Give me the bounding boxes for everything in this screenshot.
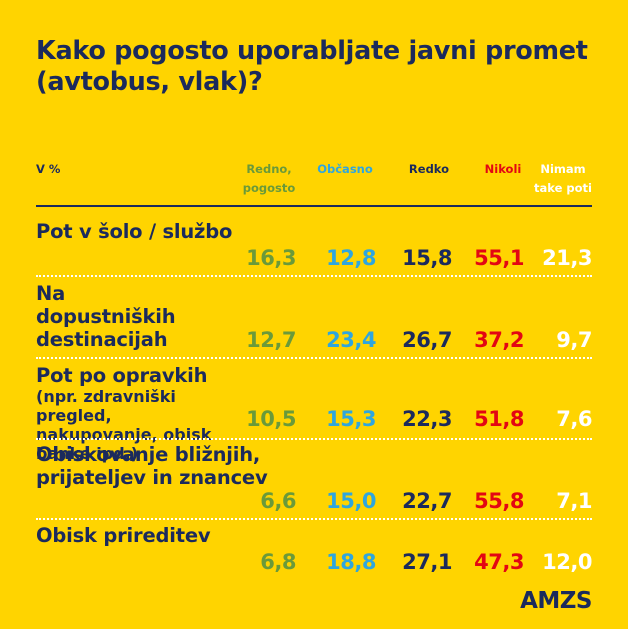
value-nikoli: 51,8	[474, 407, 524, 431]
value-nimam: 7,6	[556, 407, 592, 431]
col-header-nimam: Nimam take poti	[534, 162, 592, 195]
row-divider	[36, 357, 592, 359]
value-redno: 12,7	[246, 328, 296, 352]
value-redko: 26,7	[402, 328, 452, 352]
value-nikoli: 47,3	[474, 550, 524, 574]
value-nimam: 9,7	[556, 328, 592, 352]
value-nimam: 7,1	[556, 489, 592, 513]
unit-label: V %	[36, 162, 61, 176]
row-label: Pot v šolo / službo	[36, 220, 233, 243]
header-divider	[36, 205, 592, 207]
row-divider	[36, 275, 592, 277]
value-obcasno: 23,4	[326, 328, 376, 352]
row-label: Obisk prireditev	[36, 524, 211, 547]
value-nikoli: 55,1	[474, 246, 524, 270]
col-header-redno: Redno, pogosto	[242, 162, 296, 195]
value-redko: 22,3	[402, 407, 452, 431]
value-redno: 16,3	[246, 246, 296, 270]
value-obcasno: 15,3	[326, 407, 376, 431]
row-label: Pot po opravkih	[36, 364, 208, 387]
value-nimam: 12,0	[542, 550, 592, 574]
col-header-nikoli: Nikoli	[484, 162, 522, 176]
row-divider	[36, 438, 592, 440]
col-header-redko: Redko	[408, 162, 450, 176]
value-obcasno: 12,8	[326, 246, 376, 270]
value-obcasno: 15,0	[326, 489, 376, 513]
value-redko: 27,1	[402, 550, 452, 574]
value-obcasno: 18,8	[326, 550, 376, 574]
value-redno: 10,5	[246, 407, 296, 431]
value-redno: 6,8	[260, 550, 296, 574]
value-redko: 22,7	[402, 489, 452, 513]
chart-title: Kako pogosto uporabljate javni promet (a…	[36, 36, 588, 97]
value-redno: 6,6	[260, 489, 296, 513]
row-label: Obiskovanje bližnjih, prijateljev in zna…	[36, 443, 268, 489]
col-header-obcasno: Občasno	[317, 162, 373, 176]
value-nimam: 21,3	[542, 246, 592, 270]
row-divider	[36, 518, 592, 520]
amzs-logo: AMZS	[520, 588, 592, 614]
value-nikoli: 55,8	[474, 489, 524, 513]
row-label: Na dopustniških destinacijah	[36, 282, 176, 351]
value-redko: 15,8	[402, 246, 452, 270]
value-nikoli: 37,2	[474, 328, 524, 352]
